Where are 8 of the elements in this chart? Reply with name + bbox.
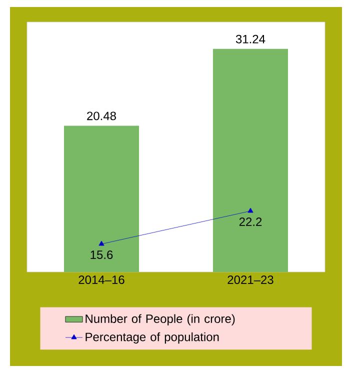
data-label: 15.6 — [90, 250, 113, 260]
legend-label: Percentage of population — [86, 332, 219, 344]
data-label: 20.48 — [87, 112, 116, 120]
data-label: 31.24 — [236, 34, 266, 44]
x-tick-label: 2014–16 — [78, 276, 124, 284]
legend-label: Number of People (in crore) — [86, 314, 235, 326]
x-tick-label: 2021–23 — [228, 276, 274, 284]
data-label: 22.2 — [239, 218, 262, 226]
